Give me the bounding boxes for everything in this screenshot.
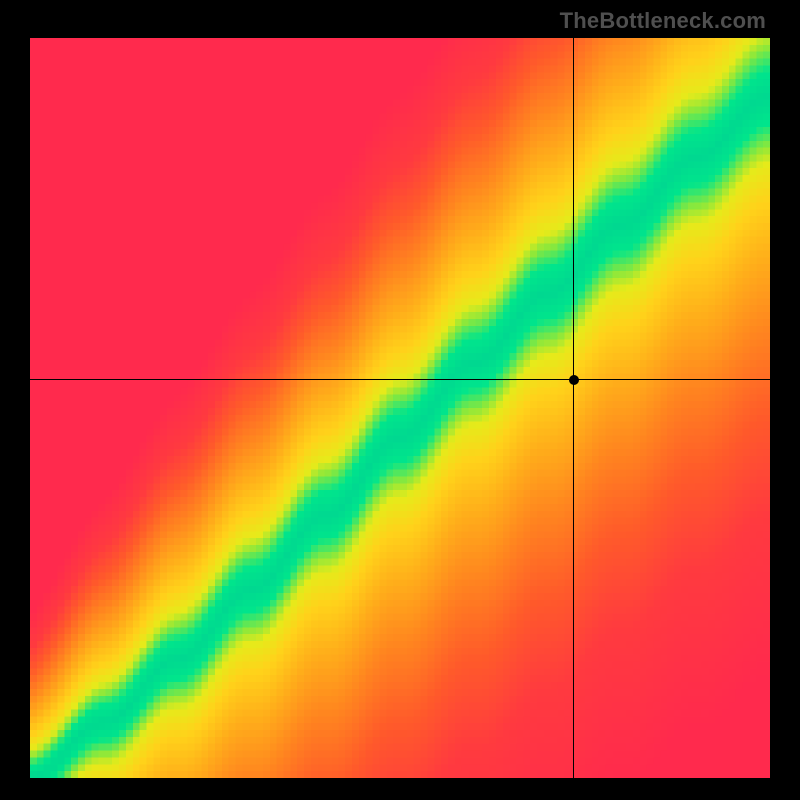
crosshair-vertical: [573, 38, 574, 778]
heatmap-plot: [30, 38, 770, 778]
crosshair-horizontal: [30, 379, 770, 380]
heatmap-canvas: [30, 38, 770, 778]
watermark-text: TheBottleneck.com: [560, 8, 766, 34]
frame: TheBottleneck.com: [0, 0, 800, 800]
crosshair-marker: [569, 375, 579, 385]
